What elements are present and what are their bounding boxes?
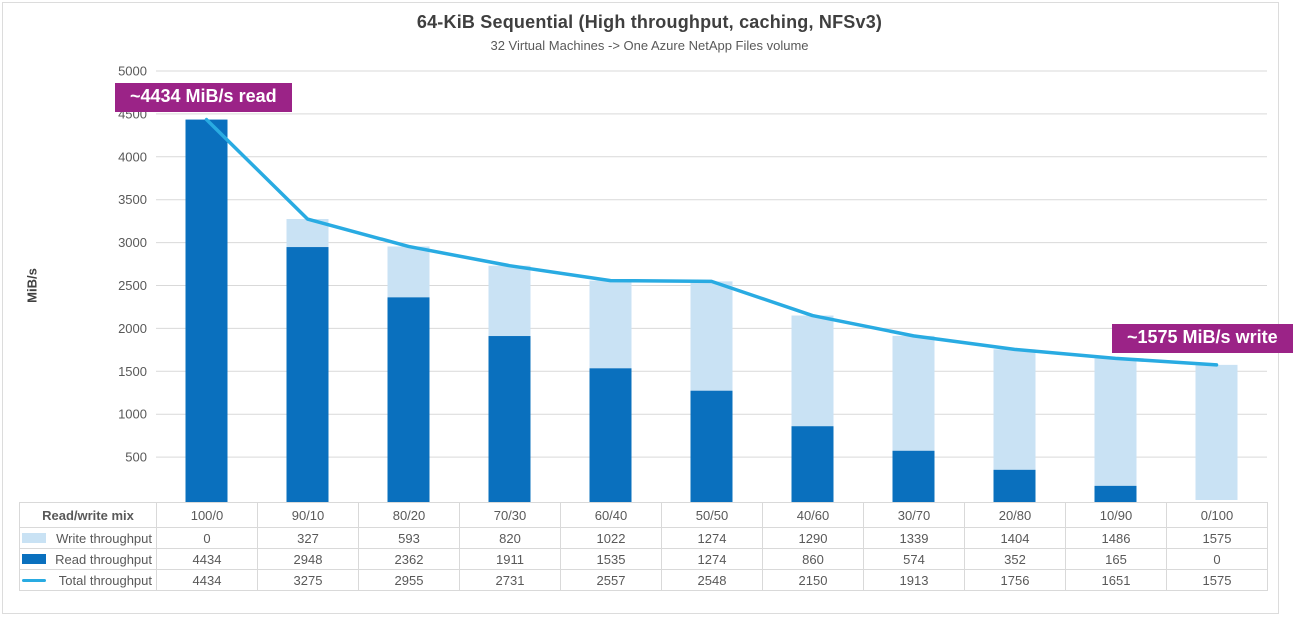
value-cell: 1022 [560, 527, 662, 549]
read-bar-segment [791, 426, 834, 503]
value-cell: 1911 [459, 548, 561, 570]
value-cell: 2150 [762, 569, 864, 591]
value-cell: 1290 [762, 527, 864, 549]
value-cell: 1404 [964, 527, 1066, 549]
write-bar-segment [892, 335, 935, 451]
read-bar-segment [589, 368, 632, 503]
value-cell: 1575 [1166, 527, 1268, 549]
value-cell: 1339 [863, 527, 965, 549]
write-bar-segment [387, 246, 430, 298]
value-cell: 2948 [257, 548, 359, 570]
value-cell: 2731 [459, 569, 561, 591]
table-row: Write throughput 0 327 593 820 1022 1274 1290 13… [19, 527, 1268, 549]
value-cell: 4434 [156, 569, 258, 591]
value-cell: 1535 [560, 548, 662, 570]
value-cell: 1274 [661, 548, 763, 570]
value-cell: 4434 [156, 548, 258, 570]
write-bar-segment [589, 280, 632, 369]
value-cell: 2362 [358, 548, 460, 570]
read-bar-segment [690, 390, 733, 503]
annotation-write-callout: ~1575 MiB/s write [1112, 324, 1293, 353]
value-cell: 1274 [661, 527, 763, 549]
write-bar-segment [690, 281, 733, 391]
value-cell: 1651 [1065, 569, 1167, 591]
read-bar-segment [488, 336, 531, 503]
write-legend-swatch-icon [22, 533, 46, 543]
value-cell: 0 [1166, 548, 1268, 570]
total-throughput-line [204, 117, 1219, 367]
write-bar-segment [791, 315, 834, 427]
table-row: Total throughput 4434 3275 2955 2731 2557 2548… [19, 569, 1268, 591]
read-write-mix-label: Read/write mix [19, 502, 157, 528]
series-label-cell: Write throughput [19, 527, 157, 549]
chart-title: 64-KiB Sequential (High throughput, cach… [416, 12, 883, 32]
y-tick-label: 5000 [118, 64, 147, 79]
chart-frame [2, 2, 1279, 614]
y-tick-label: 500 [125, 450, 147, 465]
mix-value-cell: 40/60 [762, 502, 864, 528]
value-cell: 0 [156, 527, 258, 549]
chart-subtitle: 32 Virtual Machines -> One Azure NetApp … [490, 38, 809, 53]
data-table: Read/write mix 100/0 90/10 80/20 70/30 60/40 5… [19, 502, 1268, 591]
mix-value-cell: 90/10 [257, 502, 359, 528]
value-cell: 820 [459, 527, 561, 549]
value-cell: 165 [1065, 548, 1167, 570]
read-bar-segment [1094, 485, 1137, 503]
value-cell: 1756 [964, 569, 1066, 591]
value-cell: 574 [863, 548, 965, 570]
write-bar-segment [993, 349, 1036, 470]
read-bar-segment [286, 247, 329, 503]
value-cell: 2548 [661, 569, 763, 591]
mix-value-cell: 10/90 [1065, 502, 1167, 528]
series-label: Write throughput [56, 530, 152, 546]
table-row-mix: Read/write mix 100/0 90/10 80/20 70/30 60/40 5… [19, 502, 1268, 528]
line-legend-swatch-icon [22, 578, 46, 582]
y-tick-label: 3000 [118, 235, 147, 250]
value-cell: 352 [964, 548, 1066, 570]
read-bar-segment [993, 469, 1036, 503]
value-cell: 593 [358, 527, 460, 549]
write-bar-segment [1094, 358, 1137, 486]
value-cell: 1486 [1065, 527, 1167, 549]
mix-value-cell: 20/80 [964, 502, 1066, 528]
annotation-read-callout: ~4434 MiB/s read [115, 83, 292, 112]
series-label-cell: Read throughput [19, 548, 157, 570]
mix-value-cell: 100/0 [156, 502, 258, 528]
value-cell: 3275 [257, 569, 359, 591]
value-cell: 1913 [863, 569, 965, 591]
value-cell: 860 [762, 548, 864, 570]
y-tick-label: 1000 [118, 407, 147, 422]
y-tick-label: 1500 [118, 364, 147, 379]
series-label: Total throughput [58, 572, 152, 588]
value-cell: 2955 [358, 569, 460, 591]
value-cell: 2557 [560, 569, 662, 591]
series-label: Read throughput [55, 551, 152, 567]
mix-value-cell: 80/20 [358, 502, 460, 528]
read-legend-swatch-icon [22, 554, 46, 564]
y-tick-label: 4000 [118, 149, 147, 164]
y-tick-label: 2500 [118, 278, 147, 293]
mix-value-cell: 0/100 [1166, 502, 1268, 528]
series-label-cell: Total throughput [19, 569, 157, 591]
table-row: Read throughput 4434 2948 2362 1911 1535 1274 8… [19, 548, 1268, 570]
read-bar-segment [892, 450, 935, 503]
y-tick-label: 2000 [118, 321, 147, 336]
read-bar-segment [185, 119, 228, 503]
write-bar-segment [1195, 364, 1238, 500]
write-bar-segment [488, 265, 531, 337]
mix-value-cell: 50/50 [661, 502, 763, 528]
mix-value-cell: 60/40 [560, 502, 662, 528]
y-tick-label: 3500 [118, 192, 147, 207]
read-bar-segment [387, 297, 430, 503]
mix-value-cell: 70/30 [459, 502, 561, 528]
value-cell: 1575 [1166, 569, 1268, 591]
mix-value-cell: 30/70 [863, 502, 965, 528]
value-cell: 327 [257, 527, 359, 549]
